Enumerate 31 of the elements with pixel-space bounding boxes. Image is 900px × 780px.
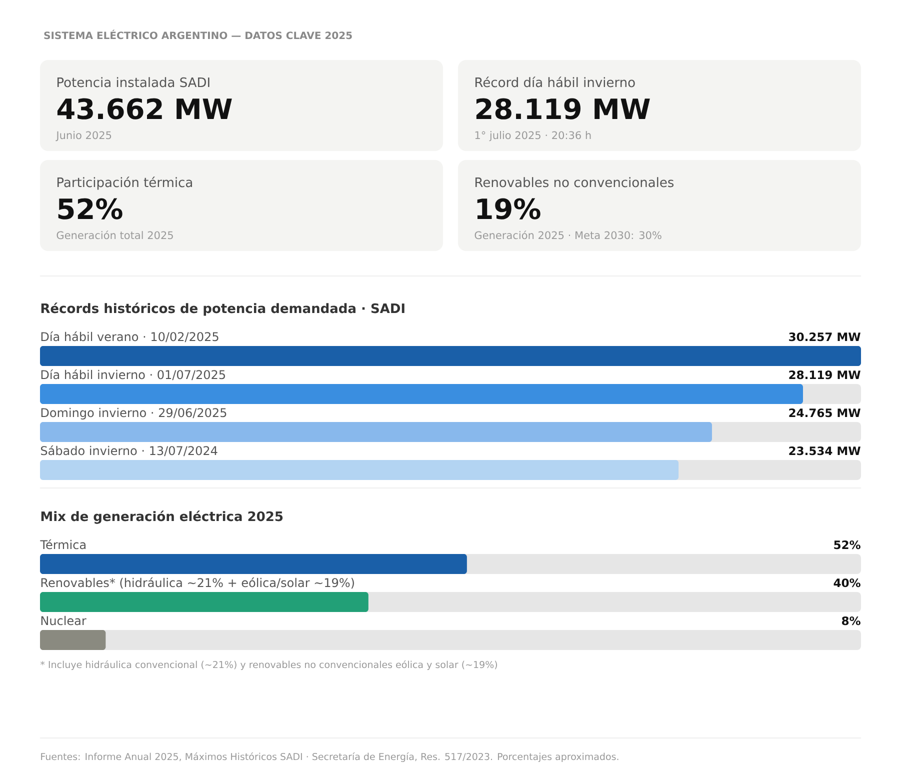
text: 52%: [58, 198, 122, 220]
chart-title: Mix de generación eléctrica 2025: [41, 510, 283, 524]
data-label: 30.257 MW: [789, 332, 860, 342]
text: 19%: [477, 198, 540, 220]
data-label: 40%: [834, 578, 860, 588]
data-label: 23.534 MW: [789, 446, 860, 456]
text: Récord día hábil invierno: [475, 76, 635, 88]
text: * Incluye hidráulica convencional (~21%) y renovables no convencionales eólica y solar (~19%): [40, 660, 498, 670]
chart-title: Récords históricos de potencia demandada · SADI: [41, 302, 404, 316]
text: 1° julio 2025 · 20:36 h: [475, 131, 591, 142]
source-note: Fuentes: Informe Anual 2025, Máximos Históricos SADI · Secretaría de Energía, Res. 517/2023. Porcentajes aproximados.: [41, 752, 618, 762]
text: Junio 2025: [56, 131, 112, 142]
text: 28.119 MW: [476, 98, 650, 120]
text: Generación total 2025: [56, 230, 173, 240]
y-tick-label: Sábado invierno · 13/07/2024: [40, 445, 218, 456]
y-tick-label: Día hábil invierno · 01/07/2025: [41, 369, 225, 380]
text: Potencia instalada SADI: [57, 77, 210, 88]
data-label: 52%: [834, 540, 860, 550]
text: 43.662 MW: [57, 98, 232, 120]
text: Generación 2025 · Meta 2030: 30%: [474, 230, 662, 240]
data-label: 28.119 MW: [789, 370, 860, 380]
y-tick-label: Nuclear: [41, 616, 86, 626]
text: Participación térmica: [57, 176, 192, 190]
y-tick-label: Renovables* (hidráulica ~21% + eólica/solar ~19%): [41, 577, 354, 589]
text: SISTEMA ELÉCTRICO ARGENTINO — DATOS CLAVE 2025: [44, 30, 352, 40]
data-label: 8%: [842, 616, 860, 626]
y-tick-label: Domingo invierno · 29/06/2025: [41, 408, 226, 420]
y-tick-label: Térmica: [40, 539, 86, 550]
data-label: 24.765 MW: [789, 408, 860, 418]
text: Renovables no convencionales: [475, 177, 674, 188]
y-tick-label: Día hábil verano · 10/02/2025: [41, 331, 218, 342]
